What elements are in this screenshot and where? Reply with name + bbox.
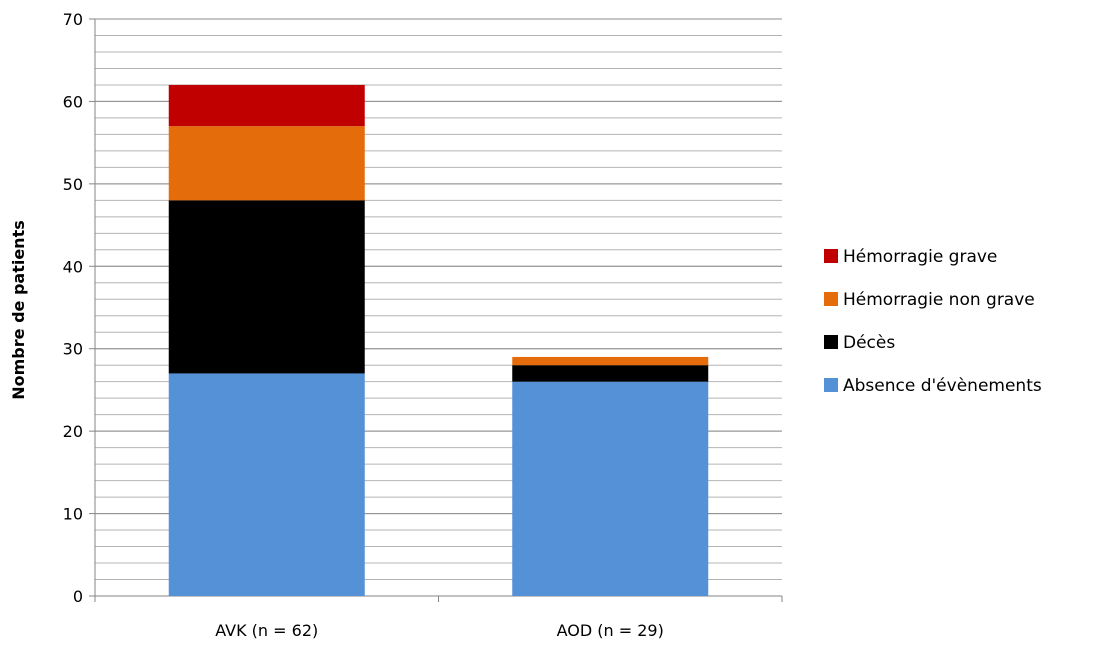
bars [168,84,709,596]
bar-segment [512,381,709,596]
y-tick-label: 50 [63,175,83,194]
bar-segment [168,126,365,201]
bar-segment [512,365,709,382]
legend-swatch [824,292,838,306]
y-tick-label: 60 [63,92,83,111]
legend-entry: Hémorragie grave [843,247,997,267]
bar-segment [168,84,365,127]
legend-swatch [824,378,838,392]
x-category-label: AOD (n = 29) [557,621,664,640]
y-tick-label: 30 [63,340,83,359]
legend-swatch [824,335,838,349]
x-category-labels: AVK (n = 62) AOD (n = 29) [215,621,664,640]
legend-entry: Hémorragie non grave [843,290,1035,310]
y-tick-labels: 0 10 20 30 40 50 60 70 [63,10,83,606]
bar-segment [168,373,365,596]
y-tick-label: 0 [73,587,83,606]
x-category-label: AVK (n = 62) [215,621,318,640]
y-axis-label: Nombre de patients [9,220,28,400]
y-tick-label: 40 [63,257,83,276]
legend-swatch [824,249,838,263]
legend: Hémorragie grave Hémorragie non grave Décè… [824,247,1042,396]
legend-entry: Décès [843,333,895,353]
y-tick-label: 70 [63,10,83,29]
y-tick-label: 10 [63,505,83,524]
bar-segment [512,356,709,366]
y-tick-label: 20 [63,422,83,441]
bar-segment [168,200,365,374]
legend-entry: Absence d'évènements [843,376,1042,396]
